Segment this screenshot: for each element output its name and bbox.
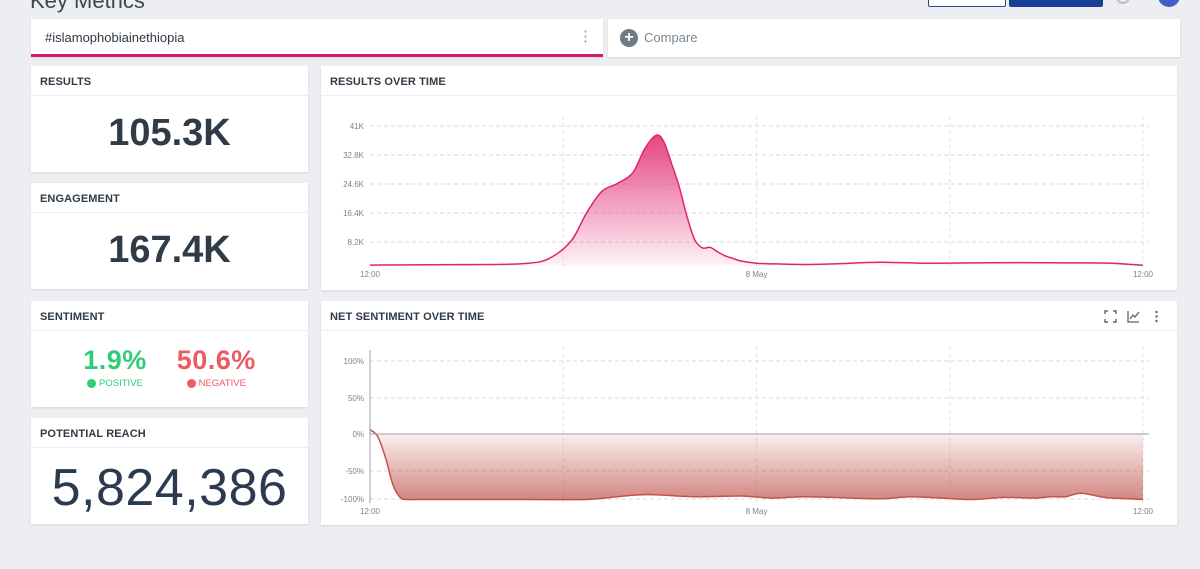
y-tick-label: 32.8K <box>343 151 365 160</box>
y-tick-label: 8.2K <box>348 238 365 247</box>
results-over-time-chart: 41K 32.8K 24.6K 16.4K 8.2K 12:00 8 May 12:00 <box>343 116 1154 279</box>
reach-title: POTENTIAL REACH <box>31 418 308 448</box>
compare-label: Compare <box>644 30 698 45</box>
y-tick-label: 0% <box>352 430 364 439</box>
frown-icon <box>186 379 196 388</box>
sentiment-card: SENTIMENT 1.9% POSITIVE 50.6% NEGATIVE <box>31 301 308 407</box>
engagement-value: 167.4K <box>108 229 231 271</box>
x-tick-label: 12:00 <box>360 507 381 516</box>
query-tab[interactable]: #islamophobiainethiopia ⋮ <box>31 19 603 57</box>
x-tick-label: 8 May <box>746 507 768 516</box>
results-title: RESULTS <box>31 66 308 96</box>
more-options-icon[interactable] <box>1150 310 1163 323</box>
negative-sentiment: 50.6% NEGATIVE <box>177 345 256 389</box>
plus-circle-icon[interactable]: + <box>620 29 638 47</box>
results-value: 105.3K <box>108 112 231 154</box>
y-tick-label: 16.4K <box>343 209 365 218</box>
engagement-card: ENGAGEMENT 167.4K <box>31 183 308 289</box>
y-tick-label: -50% <box>345 467 364 476</box>
query-menu-icon[interactable]: ⋮ <box>578 28 593 45</box>
reach-value: 5,824,386 <box>51 459 288 517</box>
fullscreen-icon[interactable] <box>1104 310 1117 323</box>
history-icon[interactable] <box>1116 0 1130 4</box>
page-title: Key Metrics <box>30 0 145 13</box>
potential-reach-card: POTENTIAL REACH 5,824,386 <box>31 418 308 524</box>
series-line <box>369 134 1144 267</box>
x-tick-label: 12:00 <box>360 270 381 279</box>
header-outline-button[interactable] <box>928 0 1006 7</box>
x-tick-label: 12:00 <box>1133 270 1154 279</box>
smile-icon <box>87 379 97 388</box>
positive-value: 1.9% <box>83 345 147 375</box>
y-tick-label: 41K <box>350 122 365 131</box>
sentiment-title: SENTIMENT <box>31 301 308 331</box>
help-icon[interactable] <box>1158 0 1180 7</box>
results-chart-title: RESULTS OVER TIME <box>321 66 1177 96</box>
engagement-title: ENGAGEMENT <box>31 183 308 213</box>
line-chart-icon[interactable] <box>1127 310 1140 323</box>
x-tick-label: 12:00 <box>1133 507 1154 516</box>
results-over-time-card: RESULTS OVER TIME 41K 32.8K 24.6K 16.4K 8.2K… <box>321 66 1177 290</box>
sentiment-chart-title: NET SENTIMENT OVER TIME <box>321 301 1177 331</box>
series-area <box>370 429 1143 500</box>
positive-sentiment: 1.9% POSITIVE <box>83 345 147 389</box>
y-tick-label: -100% <box>341 495 364 504</box>
y-tick-label: 100% <box>344 357 364 366</box>
compare-tab[interactable]: + Compare <box>608 19 1180 57</box>
negative-value: 50.6% <box>176 345 256 375</box>
y-tick-label: 50% <box>348 394 364 403</box>
header-primary-button[interactable] <box>1009 0 1103 7</box>
y-tick-label: 24.6K <box>343 180 365 189</box>
net-sentiment-card: NET SENTIMENT OVER TIME 100% 50% 0% -50% -10… <box>321 301 1177 525</box>
results-card: RESULTS 105.3K <box>31 66 308 172</box>
query-text: #islamophobiainethiopia <box>45 30 185 45</box>
negative-label: NEGATIVE <box>198 378 246 389</box>
positive-label: POSITIVE <box>99 378 143 389</box>
net-sentiment-chart: 100% 50% 0% -50% -100% 12:00 8 May 12:00 <box>341 346 1154 516</box>
series-line <box>369 428 1144 501</box>
x-tick-label: 8 May <box>746 270 768 279</box>
